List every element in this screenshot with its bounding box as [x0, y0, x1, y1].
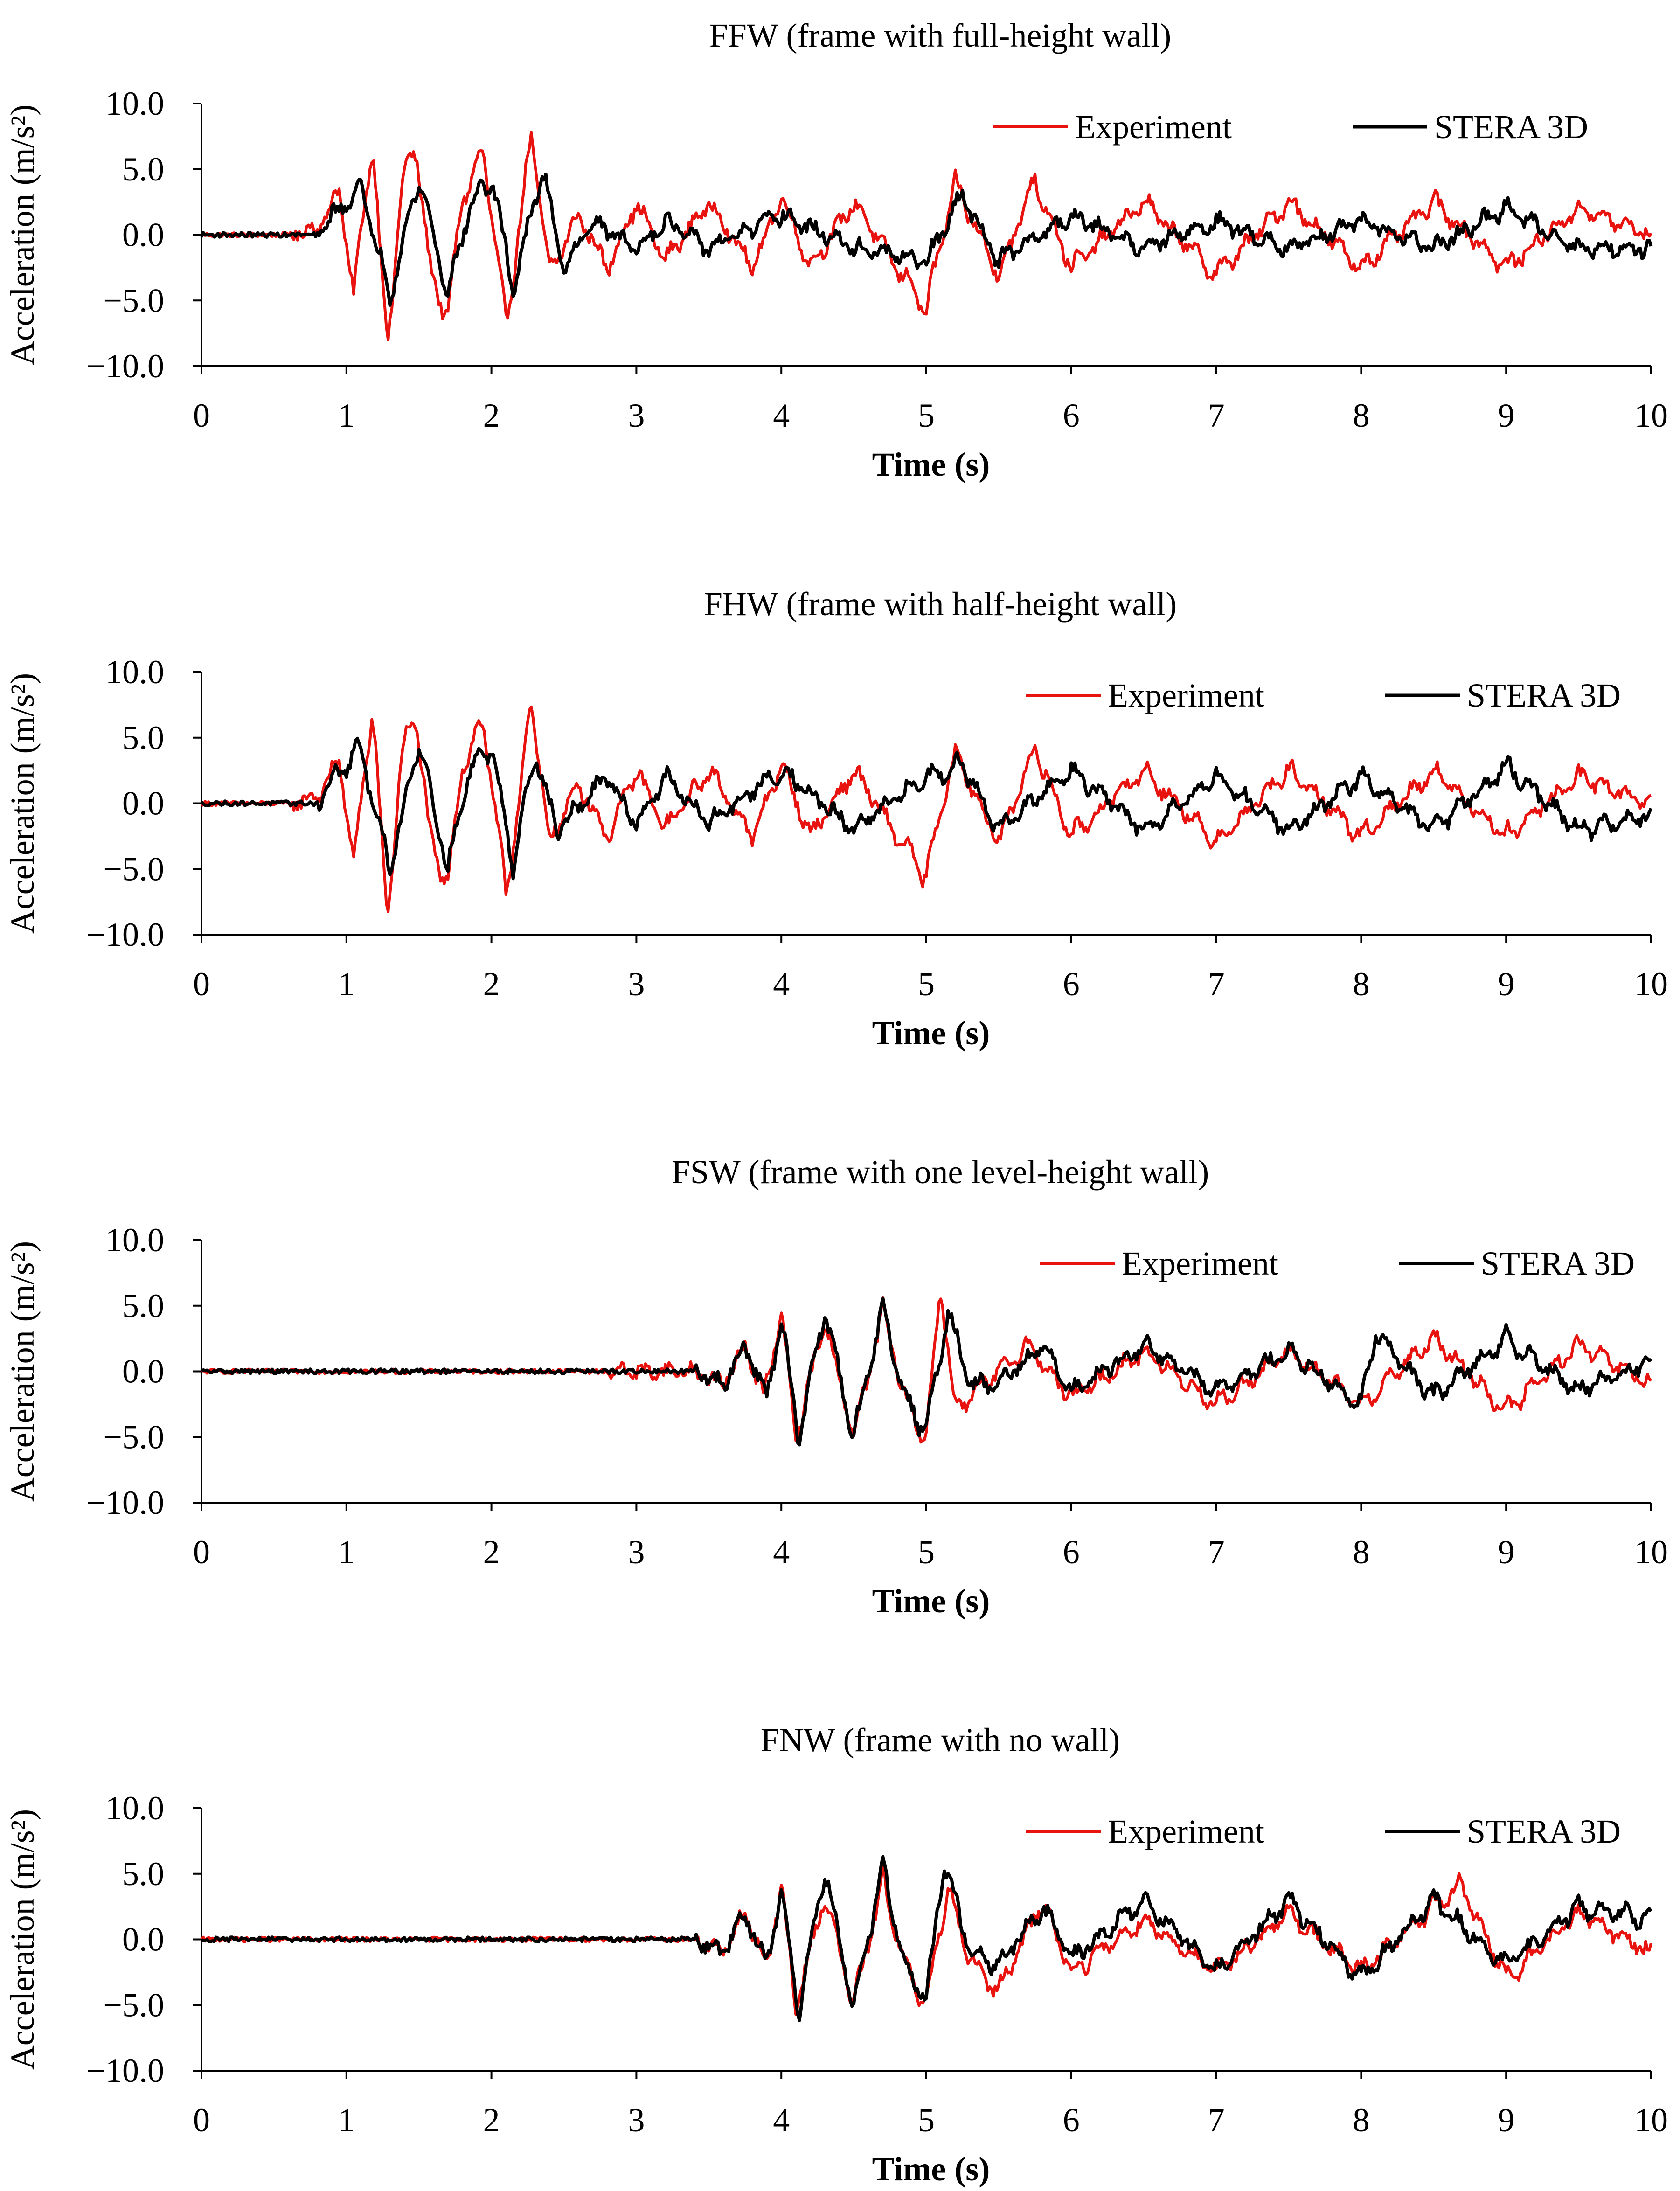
x-tick-label: 5	[918, 1533, 935, 1571]
x-tick-label: 6	[1063, 397, 1080, 434]
y-tick-label: 0.0	[122, 216, 164, 254]
x-tick-label: 7	[1208, 2101, 1225, 2139]
y-tick-label: −10.0	[86, 916, 164, 953]
y-axis-label: Acceleration (m/s²)	[4, 104, 41, 365]
series-line-stera-3d	[200, 736, 1653, 881]
x-tick-label: 5	[918, 2101, 935, 2139]
x-tick-label: 3	[628, 397, 645, 434]
y-tick-label: −5.0	[103, 1418, 164, 1456]
chart-panel-3: FSW (frame with one level-height wall) Ac…	[4, 1153, 1668, 1620]
x-tick-label: 8	[1353, 1533, 1369, 1571]
x-tick-label: 3	[628, 1533, 645, 1571]
y-tick-label: −10.0	[86, 2052, 164, 2089]
x-tick-label: 9	[1498, 397, 1514, 434]
x-tick-label: 2	[483, 965, 500, 1003]
y-axis-label: Acceleration (m/s²)	[4, 673, 41, 934]
x-tick-label: 10	[1634, 397, 1668, 434]
y-tick-label: 5.0	[122, 1855, 164, 1893]
x-tick-label: 10	[1634, 2101, 1668, 2139]
y-tick-label: 10.0	[105, 1789, 164, 1827]
x-tick-label: 9	[1498, 965, 1514, 1003]
x-tick-label: 0	[193, 965, 210, 1003]
series-line-stera-3d	[201, 1296, 1652, 1447]
legend-label-experiment: Experiment	[1075, 108, 1232, 146]
y-tick-label: 10.0	[105, 85, 164, 122]
series-line-experiment	[201, 705, 1652, 913]
x-tick-label: 8	[1353, 2101, 1369, 2139]
x-tick-label: 6	[1063, 1533, 1080, 1571]
y-tick-label: −10.0	[86, 1484, 164, 1521]
legend-label-experiment: Experiment	[1122, 1245, 1278, 1282]
chart-panel-4: FNW (frame with no wall) Acceleration (m/…	[4, 1721, 1668, 2188]
legend-label-experiment: Experiment	[1108, 677, 1264, 714]
x-tick-label: 1	[338, 2101, 355, 2139]
series-line-stera-3d	[200, 173, 1653, 307]
chart-title: FSW (frame with one level-height wall)	[672, 1153, 1209, 1191]
y-tick-label: 5.0	[122, 719, 164, 756]
x-tick-label: 4	[773, 2101, 790, 2139]
y-axis-label: Acceleration (m/s²)	[4, 1241, 41, 1502]
x-axis-label: Time (s)	[872, 2150, 990, 2188]
x-tick-label: 4	[773, 397, 790, 434]
chart-panel-1: FFW (frame with full-height wall) Acceler…	[4, 17, 1668, 483]
x-tick-label: 0	[193, 397, 210, 434]
x-tick-label: 0	[193, 2101, 210, 2139]
legend-label-stera-3d: STERA 3D	[1467, 677, 1621, 714]
chart-panel-2: FHW (frame with half-height wall) Acceler…	[4, 585, 1668, 1052]
x-tick-label: 2	[483, 1533, 500, 1571]
x-axis-label: Time (s)	[872, 1582, 990, 1620]
y-tick-label: 0.0	[122, 785, 164, 822]
series-line-stera-3d	[201, 1855, 1652, 2022]
x-tick-label: 9	[1498, 2101, 1514, 2139]
x-tick-label: 6	[1063, 2101, 1080, 2139]
legend-label-stera-3d: STERA 3D	[1434, 108, 1588, 146]
series-line-experiment	[200, 131, 1652, 341]
legend-label-stera-3d: STERA 3D	[1481, 1245, 1635, 1282]
x-tick-label: 3	[628, 2101, 645, 2139]
y-tick-label: 5.0	[122, 1287, 164, 1324]
y-tick-label: 0.0	[122, 1353, 164, 1390]
y-tick-label: −5.0	[103, 1986, 164, 2024]
y-tick-label: −10.0	[86, 347, 164, 385]
chart-title: FFW (frame with full-height wall)	[709, 17, 1171, 54]
x-tick-label: 5	[918, 965, 935, 1003]
y-axis-label: Acceleration (m/s²)	[4, 1809, 41, 2070]
y-tick-label: 0.0	[122, 1921, 164, 1958]
y-tick-label: 5.0	[122, 151, 164, 188]
chart-title: FHW (frame with half-height wall)	[704, 585, 1177, 623]
x-tick-label: 2	[483, 397, 500, 434]
x-tick-label: 1	[338, 397, 355, 434]
legend-label-experiment: Experiment	[1108, 1813, 1264, 1850]
x-tick-label: 10	[1634, 1533, 1668, 1571]
x-tick-label: 7	[1208, 965, 1225, 1003]
x-tick-label: 6	[1063, 965, 1080, 1003]
y-tick-label: −5.0	[103, 850, 164, 887]
x-tick-label: 7	[1208, 1533, 1225, 1571]
x-tick-label: 4	[773, 1533, 790, 1571]
x-tick-label: 8	[1353, 965, 1369, 1003]
x-tick-label: 3	[628, 965, 645, 1003]
y-tick-label: 10.0	[105, 653, 164, 691]
x-tick-label: 9	[1498, 1533, 1514, 1571]
x-axis-label: Time (s)	[872, 446, 990, 483]
legend-label-stera-3d: STERA 3D	[1467, 1813, 1621, 1850]
y-tick-label: 10.0	[105, 1221, 164, 1259]
x-axis-label: Time (s)	[872, 1014, 990, 1052]
x-tick-label: 0	[193, 1533, 210, 1571]
x-tick-label: 2	[483, 2101, 500, 2139]
x-tick-label: 7	[1208, 397, 1225, 434]
x-tick-label: 4	[773, 965, 790, 1003]
chart-title: FNW (frame with no wall)	[761, 1721, 1120, 1759]
x-tick-label: 5	[918, 397, 935, 434]
y-tick-label: −5.0	[103, 282, 164, 319]
x-tick-label: 10	[1634, 965, 1668, 1003]
x-tick-label: 1	[338, 965, 355, 1003]
x-tick-label: 1	[338, 1533, 355, 1571]
x-tick-label: 8	[1353, 397, 1369, 434]
